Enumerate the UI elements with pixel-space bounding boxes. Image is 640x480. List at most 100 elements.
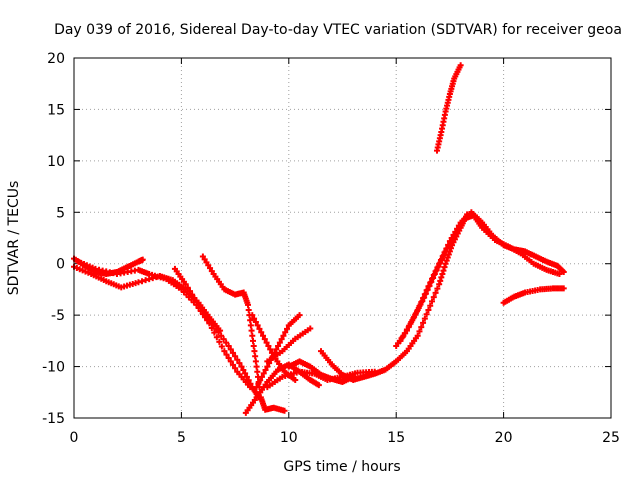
data-point [261,336,268,343]
data-point [427,302,434,309]
data-point [234,356,241,363]
data-point [267,346,274,353]
data-point [560,285,567,292]
data-point [282,329,289,336]
data-point [401,330,408,337]
data-point [451,232,458,239]
data-point [208,319,215,325]
data-point [442,248,449,255]
data-series [71,62,567,416]
data-point [193,298,200,305]
x-tick-label: 15 [387,430,405,446]
data-point [244,301,251,308]
data-point [191,295,198,301]
data-point [227,358,234,365]
data-point [437,259,444,266]
data-point [457,62,464,69]
data-point [249,332,256,339]
data-point [263,339,270,346]
data-point [265,343,272,349]
data-point [146,276,153,283]
data-point [410,315,417,322]
data-point [227,346,234,353]
data-point [249,312,256,319]
data-point [245,307,252,313]
series-arc-16 [500,285,567,306]
data-point [428,278,435,285]
data-point [280,332,287,339]
data-point [424,286,431,293]
data-point [247,317,254,324]
data-point [413,308,420,315]
data-point [431,271,438,277]
data-point [247,380,254,387]
x-tick-label: 0 [70,430,79,446]
data-point [255,380,262,387]
data-point [276,339,283,346]
data-point [256,325,263,332]
data-point [139,278,146,285]
data-point [184,284,191,291]
data-point [430,294,437,301]
data-point [307,325,314,332]
series-arc-9 [264,325,314,365]
data-point [418,324,425,331]
data-point [252,353,259,360]
axes: 0 5 10 15 20 25 -15 -10 -5 0 5 10 15 20 [42,51,620,446]
data-point [260,370,267,377]
data-point [264,363,271,370]
data-point [445,251,452,258]
data-point [556,271,563,277]
data-point [275,343,282,349]
data-point [135,279,142,286]
data-point [253,363,260,370]
data-point [440,252,447,259]
data-point [251,315,258,322]
data-point [221,348,228,355]
data-point [189,291,196,298]
data-point [440,267,447,274]
data-point [441,264,448,271]
data-point [252,358,259,365]
data-point [421,315,428,322]
data-point [243,373,250,380]
data-point [435,263,442,270]
y-tick-label: 0 [56,257,65,273]
data-point [415,304,422,311]
y-tick-label: -10 [42,360,65,376]
data-point [423,311,430,318]
data-point [220,336,227,343]
data-point [434,285,441,292]
data-point [430,274,437,281]
data-point [442,260,449,267]
data-point [438,274,445,281]
grid [74,58,611,418]
data-point [248,327,255,334]
data-point [419,298,426,305]
data-point [429,298,435,305]
data-point [406,322,413,329]
data-point [198,305,205,312]
data-point [403,326,410,333]
data-point [273,346,280,353]
data-point [251,348,258,355]
data-point [284,325,291,332]
data-point [250,343,257,349]
data-point [408,319,415,325]
data-point [213,325,220,332]
data-point [232,365,239,372]
data-point [238,363,245,370]
data-point [414,332,421,339]
data-point [296,312,303,319]
data-point [425,307,432,313]
data-point [215,329,222,336]
data-point [216,338,223,345]
data-point [416,328,423,335]
data-point [257,377,264,384]
x-tick-label: 25 [602,430,620,446]
data-point [252,319,259,325]
data-point [449,236,456,243]
series-arc-15 [434,62,464,154]
x-tick-label: 5 [177,430,186,446]
data-point [433,267,440,274]
